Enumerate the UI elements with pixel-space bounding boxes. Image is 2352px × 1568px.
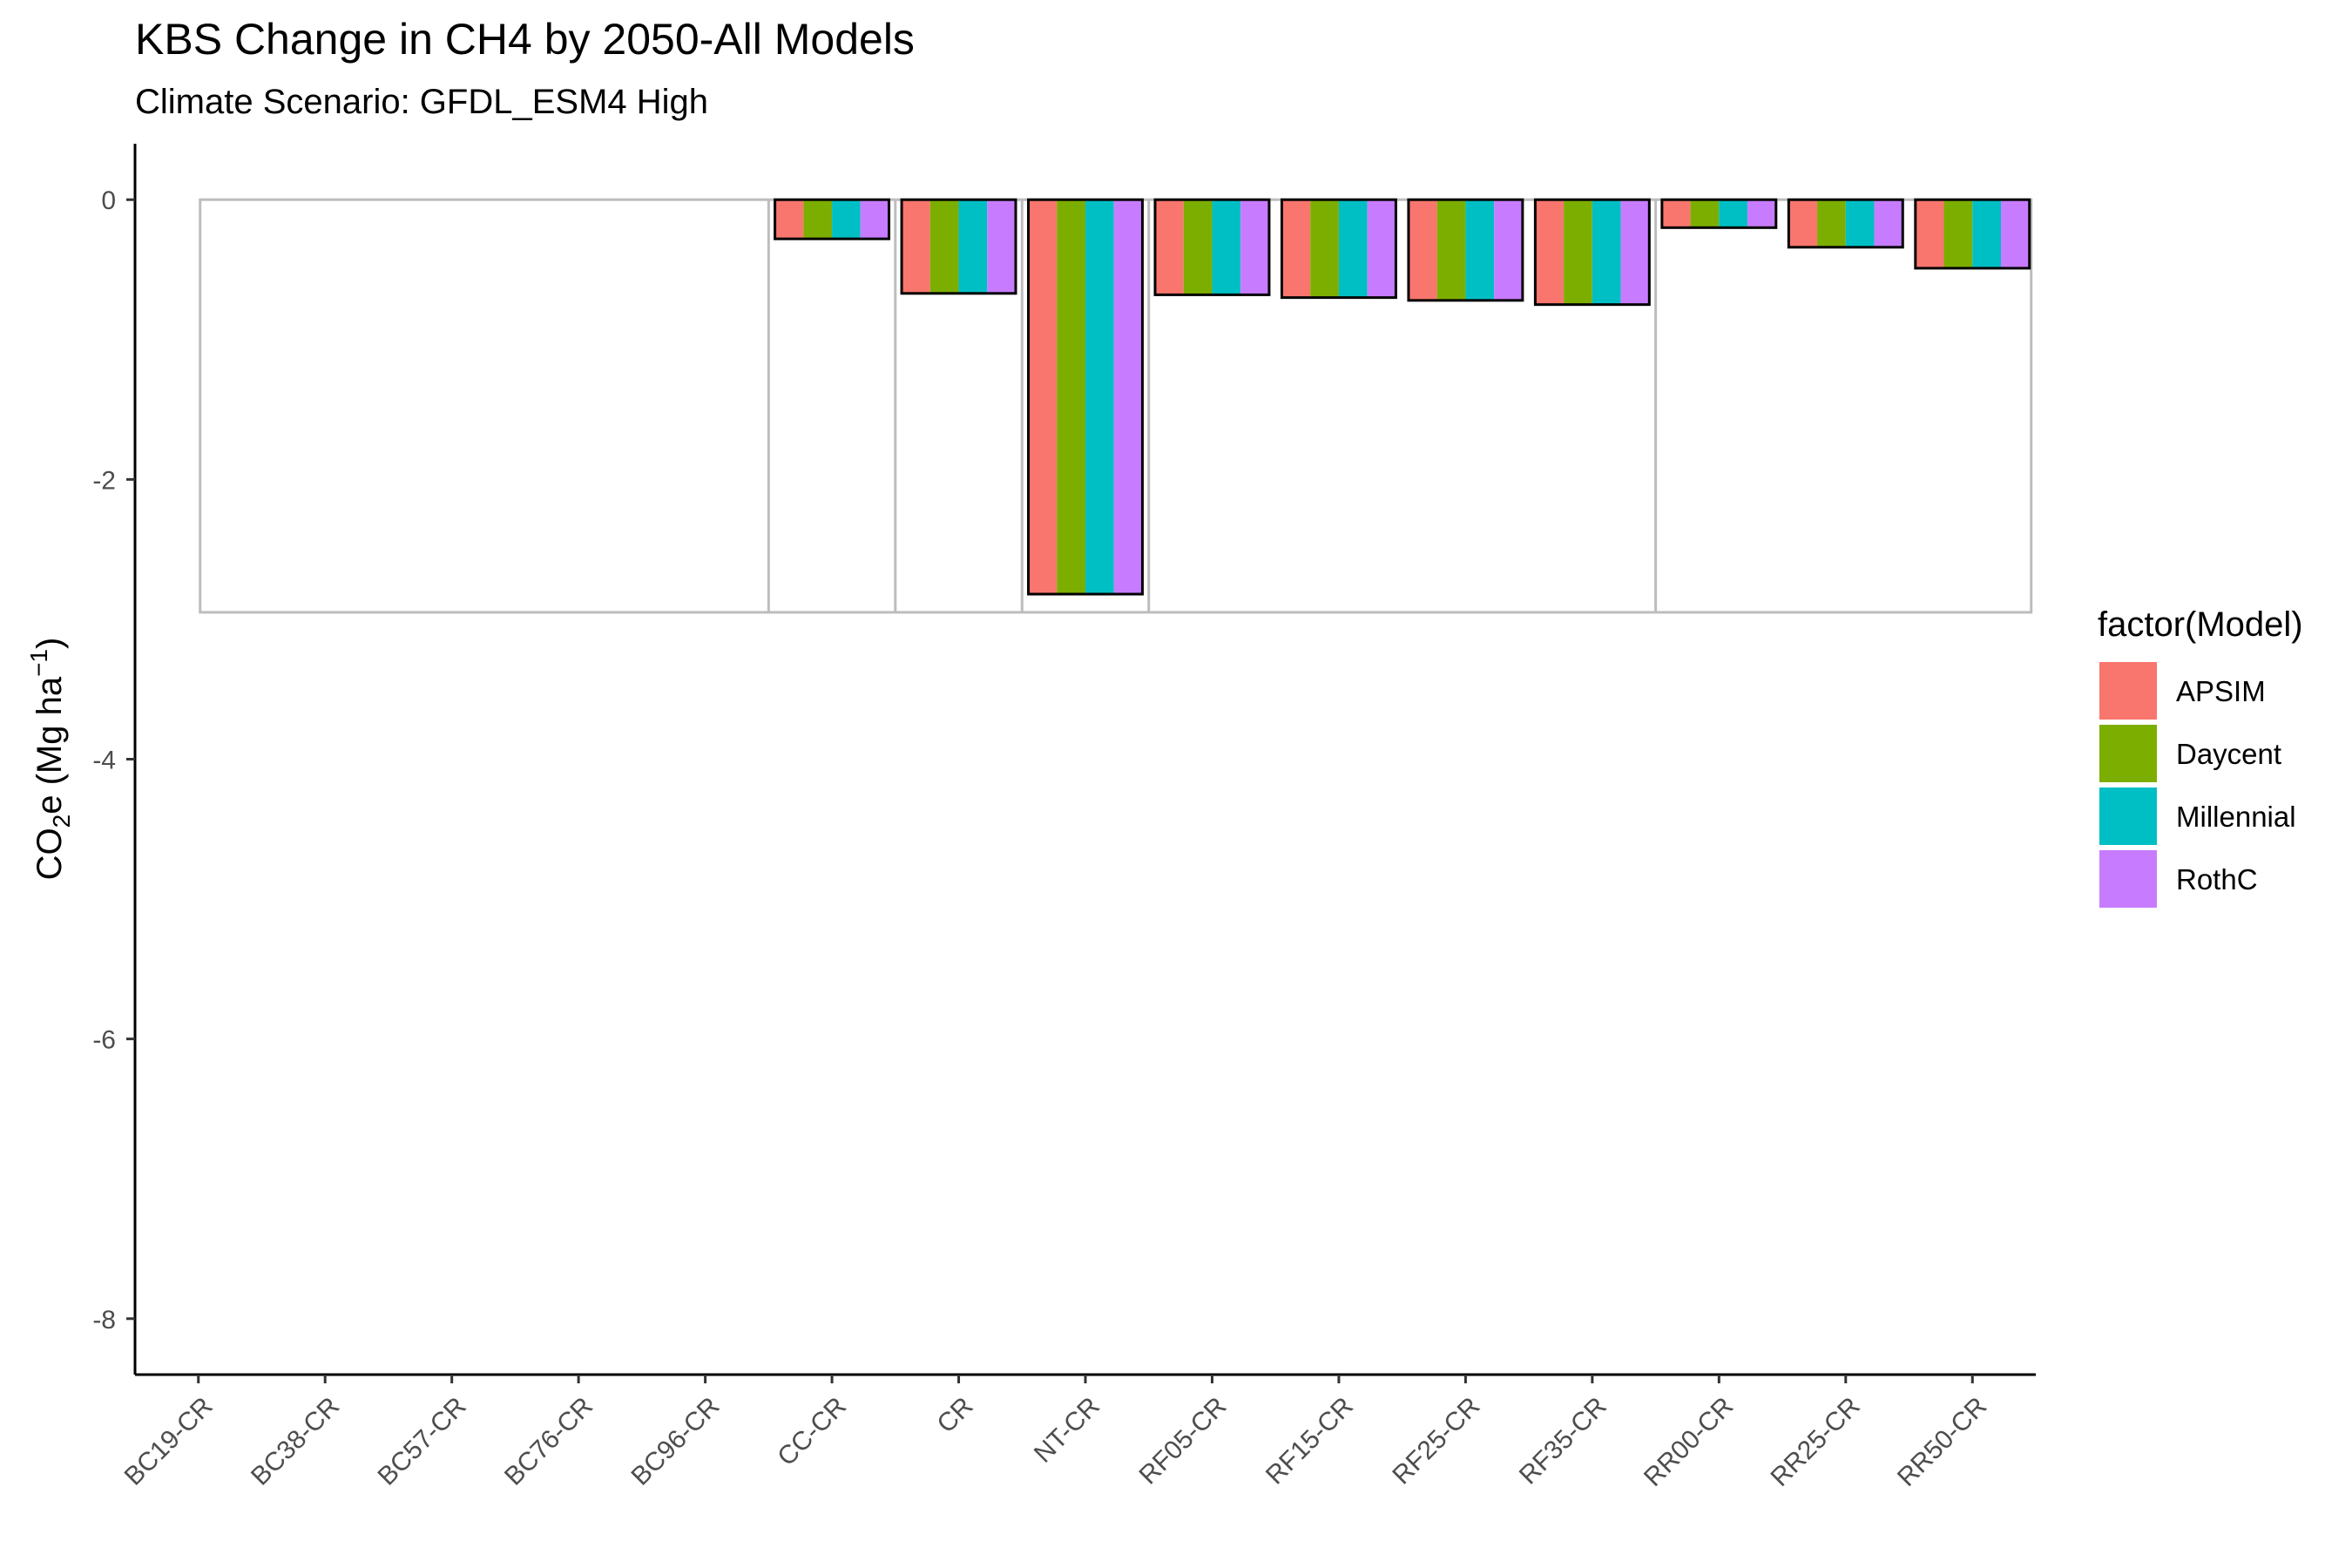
bar-group-outline-cc-cr <box>774 198 891 240</box>
legend-swatch-millennial <box>2099 787 2157 845</box>
x-tick-label: RR25-CR <box>1765 1392 1865 1492</box>
bar-apsim-rr50-cr <box>1915 199 1944 268</box>
chart-subtitle: Climate Scenario: GFDL_ESM4 High <box>135 83 708 121</box>
legend-title: factor(Model) <box>2098 605 2303 644</box>
bar-group-outline-nt-cr <box>1027 198 1144 596</box>
bar-daycent-rf05-cr <box>1183 199 1213 295</box>
bar-daycent-rr50-cr <box>1943 199 1973 268</box>
y-tick-label: -4 <box>92 747 116 775</box>
legend-label-rothc: RothC <box>2176 863 2258 896</box>
x-tick-label: CR <box>931 1392 978 1439</box>
x-tick-label: RF35-CR <box>1514 1392 1612 1490</box>
bar-millennial-rf25-cr <box>1465 199 1495 301</box>
x-ticks: BC19-CR BC38-CR BC57-CR BC76-CR BC96-CR CC-CR… <box>119 1375 1992 1492</box>
bar-group-outline-rr00-cr <box>1660 198 1778 229</box>
bar-apsim-rr00-cr <box>1661 199 1691 228</box>
bar-apsim-cr <box>902 199 930 294</box>
x-tick-label: BC57-CR <box>373 1392 472 1491</box>
legend-label-millennial: Millennial <box>2176 801 2296 833</box>
bar-daycent-cr <box>929 199 959 294</box>
bar-daycent-rf25-cr <box>1436 199 1466 301</box>
bar-millennial-rr00-cr <box>1719 199 1748 228</box>
bar-rothc-rf05-cr <box>1240 199 1269 295</box>
bar-apsim-rf25-cr <box>1408 199 1437 301</box>
bar-millennial-rf35-cr <box>1592 199 1621 305</box>
x-tick-label: CC-CR <box>772 1392 852 1472</box>
x-tick-label: BC38-CR <box>246 1392 345 1491</box>
bar-rothc-rr50-cr <box>2000 199 2030 268</box>
x-tick-label: BC19-CR <box>119 1392 219 1491</box>
legend-swatch-daycent <box>2099 725 2157 782</box>
bar-millennial-nt-cr <box>1085 199 1114 595</box>
bar-millennial-cc-cr <box>832 199 861 240</box>
y-axis-title: CO2e (Mg ha−1) <box>25 638 75 881</box>
bars <box>774 198 2031 596</box>
bar-apsim-rr25-cr <box>1788 199 1818 247</box>
bar-apsim-rf05-cr <box>1155 199 1184 295</box>
bar-apsim-rf35-cr <box>1535 199 1565 305</box>
y-ticks: 0 -2 -4 -6 -8 <box>92 186 135 1335</box>
x-tick-label: RF25-CR <box>1387 1392 1485 1490</box>
bar-rothc-cc-cr <box>860 199 889 240</box>
bar-millennial-cr <box>958 199 988 294</box>
x-tick-label: BC96-CR <box>625 1392 725 1491</box>
bar-millennial-rr25-cr <box>1845 199 1875 247</box>
y-tick-label: 0 <box>101 186 116 215</box>
bar-rothc-cr <box>987 199 1016 294</box>
x-tick-label: BC76-CR <box>499 1392 598 1491</box>
bar-rothc-rf15-cr <box>1367 199 1396 298</box>
bar-apsim-cc-cr <box>774 199 804 240</box>
bar-daycent-rr00-cr <box>1690 199 1720 228</box>
bar-daycent-rf35-cr <box>1564 199 1592 305</box>
legend: APSIM Daycent Millennial RothC <box>2099 662 2296 908</box>
bar-group-outline-rf25-cr <box>1407 198 1524 302</box>
bar-daycent-rf15-cr <box>1310 199 1339 298</box>
legend-swatch-apsim <box>2099 662 2157 720</box>
legend-swatch-rothc <box>2099 850 2157 908</box>
x-tick-label: RF15-CR <box>1260 1392 1359 1490</box>
y-tick-label: -8 <box>92 1306 116 1335</box>
bar-group-outline-rr50-cr <box>1914 198 2031 270</box>
legend-label-apsim: APSIM <box>2176 675 2266 707</box>
y-tick-label: -2 <box>92 466 116 495</box>
bar-millennial-rf05-cr <box>1212 199 1241 295</box>
bar-apsim-rf15-cr <box>1281 199 1311 298</box>
x-tick-label: NT-CR <box>1029 1392 1105 1469</box>
x-tick-label: RR00-CR <box>1639 1392 1739 1492</box>
bar-rothc-rr00-cr <box>1747 199 1776 228</box>
bar-rothc-rr25-cr <box>1874 199 1903 247</box>
chart-title: KBS Change in CH4 by 2050-All Models <box>135 15 915 64</box>
bar-millennial-rr50-cr <box>1972 199 2001 268</box>
bar-group-outline-cr <box>900 198 1017 295</box>
legend-label-daycent: Daycent <box>2176 738 2281 770</box>
bar-apsim-nt-cr <box>1028 199 1058 595</box>
y-tick-label: -6 <box>92 1026 116 1055</box>
bar-daycent-nt-cr <box>1057 199 1085 595</box>
x-tick-label: RF05-CR <box>1134 1392 1233 1490</box>
bar-rothc-nt-cr <box>1113 199 1143 595</box>
x-tick-label: RR50-CR <box>1892 1392 1992 1492</box>
bar-millennial-rf15-cr <box>1338 199 1368 298</box>
bar-daycent-rr25-cr <box>1817 199 1846 247</box>
bar-group-outline-rr25-cr <box>1787 198 1904 249</box>
bar-rothc-rf35-cr <box>1620 199 1650 305</box>
bar-daycent-cc-cr <box>803 199 833 240</box>
bar-group-outline-rf15-cr <box>1280 198 1397 300</box>
bar-group-outline-rf05-cr <box>1153 198 1271 296</box>
bar-group-outline-rf35-cr <box>1533 198 1651 307</box>
bar-rothc-rf25-cr <box>1494 199 1523 301</box>
